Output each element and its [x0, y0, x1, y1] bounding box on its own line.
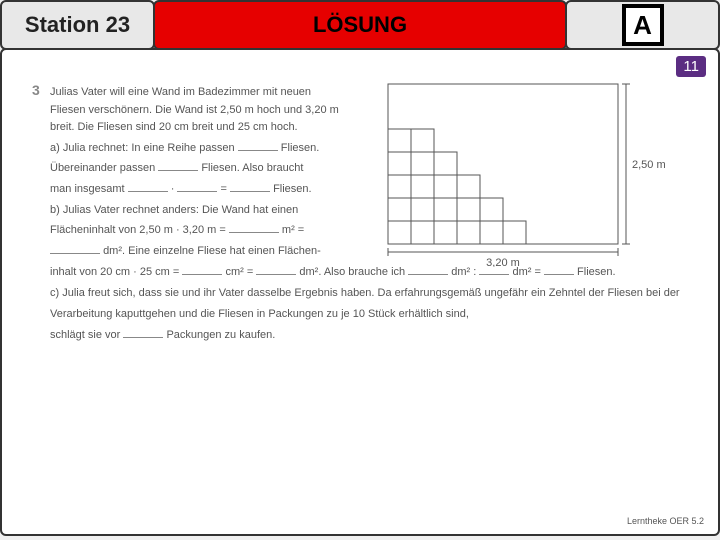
blank	[229, 222, 279, 233]
a-line2: Übereinander passen Fliesen. Also brauch…	[50, 160, 340, 178]
a1-post: Fliesen.	[281, 142, 320, 154]
b3-post: dm². Eine einzelne Fliese hat einen Fläc…	[103, 245, 321, 257]
b4-dm2: dm². Also brauche ich	[299, 266, 405, 278]
blank	[182, 264, 222, 275]
b-line3: dm². Eine einzelne Fliese hat einen Fläc…	[50, 243, 340, 261]
c2-pre: schlägt sie vor	[50, 329, 120, 341]
blank	[256, 264, 296, 275]
blank	[128, 181, 168, 192]
a3-eq: =	[221, 183, 227, 195]
full-width-text: inhalt von 20 cm · 25 cm = cm² = dm². Al…	[50, 262, 688, 346]
station-box: Station 23	[0, 0, 155, 50]
b4-post: Fliesen.	[577, 266, 616, 278]
wall-diagram: 3,20 m2,50 m	[378, 82, 678, 267]
b4-pre: inhalt von 20 cm · 25 cm =	[50, 266, 179, 278]
blank	[158, 160, 198, 171]
a1-pre: a) Julia rechnet: In eine Reihe passen	[50, 142, 235, 154]
problem-number: 3	[32, 82, 40, 98]
a2-post: Fliesen. Also braucht	[201, 162, 303, 174]
b4-cm2: cm² =	[225, 266, 253, 278]
blank	[177, 181, 217, 192]
blank	[238, 140, 278, 151]
blank	[123, 327, 163, 338]
b-line4: inhalt von 20 cm · 25 cm = cm² = dm². Al…	[50, 262, 688, 283]
svg-text:2,50 m: 2,50 m	[632, 159, 666, 171]
blank	[408, 264, 448, 275]
footer-reference: Lerntheke OER 5.2	[627, 516, 704, 526]
c-line2: schlägt sie vor Packungen zu kaufen.	[50, 325, 688, 346]
letter-inner: A	[622, 4, 664, 46]
b-line2: Flächeninhalt von 2,50 m · 3,20 m = m² =	[50, 222, 340, 240]
a-line1: a) Julia rechnet: In eine Reihe passen F…	[50, 140, 340, 158]
station-label: Station 23	[25, 12, 130, 38]
blank	[544, 264, 574, 275]
letter-label: A	[633, 10, 652, 41]
b2-pre: Flächeninhalt von 2,50 m · 3,20 m =	[50, 224, 226, 236]
a3-mid: ·	[171, 183, 175, 195]
b4-div: dm² :	[451, 266, 476, 278]
letter-box: A	[565, 0, 720, 50]
text-column: Julias Vater will eine Wand im Badezimme…	[50, 84, 340, 263]
blank	[479, 264, 509, 275]
b4-eq: dm² =	[512, 266, 540, 278]
badge-number: 11	[683, 58, 699, 75]
a3-pre: man insgesamt	[50, 183, 125, 195]
a3-post: Fliesen.	[273, 183, 312, 195]
c-text: c) Julia freut sich, dass sie und ihr Va…	[50, 283, 688, 325]
a-line3: man insgesamt · = Fliesen.	[50, 181, 340, 199]
intro-text: Julias Vater will eine Wand im Badezimme…	[50, 84, 340, 137]
page-badge: 11	[676, 56, 706, 77]
a2-pre: Übereinander passen	[50, 162, 155, 174]
blank	[230, 181, 270, 192]
b-line1: b) Julias Vater rechnet anders: Die Wand…	[50, 202, 340, 220]
worksheet: 3 Julias Vater will eine Wand im Badezim…	[32, 82, 688, 412]
content-frame: 11 3 Julias Vater will eine Wand im Bade…	[0, 48, 720, 536]
blank	[50, 243, 100, 254]
title-box: LÖSUNG	[153, 0, 567, 50]
b2-post: m² =	[282, 224, 304, 236]
c2-post: Packungen zu kaufen.	[166, 329, 275, 341]
title-label: LÖSUNG	[313, 12, 407, 38]
